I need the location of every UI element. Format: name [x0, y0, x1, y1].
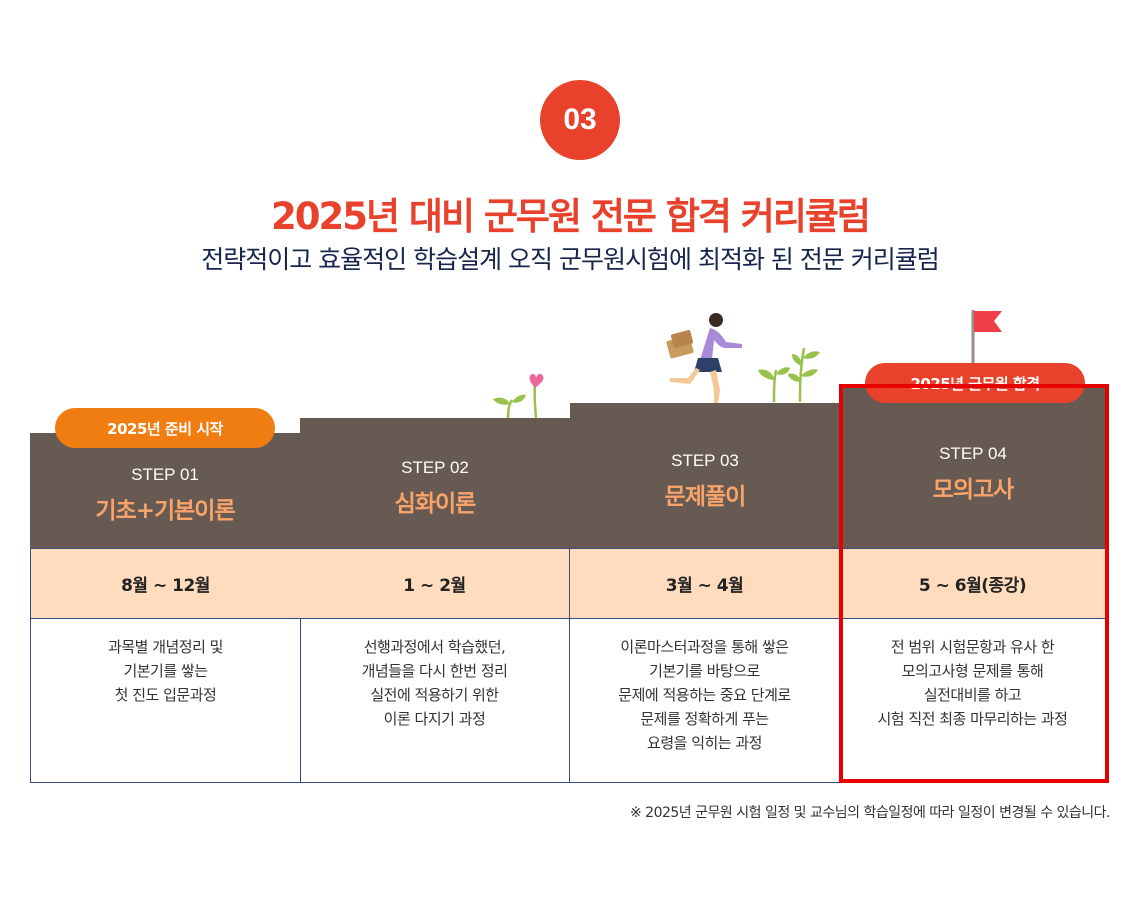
step-03-header: STEP 03 문제풀이 [570, 403, 840, 549]
desc-line: 문제에 적용하는 중요 단계로 [618, 686, 791, 704]
running-student-icon [666, 313, 742, 404]
heart-sprout-icon [493, 373, 544, 419]
step-01-description: 과목별 개념정리 및 기본기를 쌓는 첫 진도 입문과정 [31, 635, 300, 707]
pass-pill: 2025년 군무원 합격 [865, 363, 1085, 403]
step-01-name: 기초+기본이론 [95, 498, 235, 524]
flag-icon [971, 310, 1002, 366]
desc-line: 요령을 익히는 과정 [647, 734, 762, 752]
step-02-header: STEP 02 심화이론 [300, 418, 570, 549]
step-01-period: 8월 ~ 12월 [31, 549, 300, 619]
step-04-column: 5 ~ 6월(종강) 전 범위 시험문항과 유사 한 모의고사형 문제를 통해 … [840, 549, 1105, 782]
curriculum-table: 8월 ~ 12월 과목별 개념정리 및 기본기를 쌓는 첫 진도 입문과정 1 … [30, 548, 1106, 783]
section-number-badge: 03 [540, 80, 620, 160]
desc-line: 모의고사형 문제를 통해 [901, 662, 1044, 680]
step-02-description: 선행과정에서 학습했던, 개념들을 다시 한번 정리 실전에 적용하기 위한 이… [300, 635, 569, 731]
step-03-period: 3월 ~ 4월 [570, 549, 839, 619]
step-03-description: 이론마스터과정을 통해 쌓은 기본기를 바탕으로 문제에 적용하는 중요 단계로… [570, 635, 839, 755]
desc-line: 선행과정에서 학습했던, [363, 638, 506, 656]
step-03-column: 3월 ~ 4월 이론마스터과정을 통해 쌓은 기본기를 바탕으로 문제에 적용하… [570, 549, 840, 782]
desc-line: 시험 직전 최종 마무리하는 과정 [877, 710, 1068, 728]
desc-line: 기본기를 바탕으로 [649, 662, 760, 680]
desc-line: 이론마스터과정을 통해 쌓은 [620, 638, 789, 656]
desc-line: 전 범위 시험문항과 유사 한 [890, 638, 1055, 656]
step-01-header: STEP 01 기초+기본이론 [30, 433, 300, 549]
step-03-name: 문제풀이 [664, 484, 747, 510]
step-02-column: 1 ~ 2월 선행과정에서 학습했던, 개념들을 다시 한번 정리 실전에 적용… [300, 549, 570, 782]
desc-line: 이론 다지기 과정 [383, 710, 486, 728]
plant-icon [758, 347, 820, 403]
desc-line: 과목별 개념정리 및 [108, 638, 223, 656]
step-04-description: 전 범위 시험문항과 유사 한 모의고사형 문제를 통해 실전대비를 하고 시험… [840, 635, 1105, 731]
step-04-label: STEP 04 [939, 444, 1007, 463]
step-04-header: STEP 04 모의고사 [840, 388, 1106, 549]
page-subtitle: 전략적이고 효율적인 학습설계 오직 군무원시험에 최적화 된 전문 커리큘럼 [201, 245, 940, 274]
step-03-label: STEP 03 [671, 451, 739, 470]
start-pill: 2025년 준비 시작 [55, 408, 275, 448]
step-01-label: STEP 01 [131, 465, 199, 484]
desc-line: 실전대비를 하고 [923, 686, 1022, 704]
step-02-label: STEP 02 [401, 458, 469, 477]
page-title: 2025년 대비 군무원 전문 합격 커리큘럼 [271, 195, 871, 238]
desc-line: 기본기를 쌓는 [123, 662, 208, 680]
desc-line: 실전에 적용하기 위한 [370, 686, 499, 704]
step-04-name: 모의고사 [932, 477, 1015, 503]
desc-line: 문제를 정확하게 푸는 [640, 710, 769, 728]
step-04-period: 5 ~ 6월(종강) [840, 549, 1105, 619]
desc-line: 첫 진도 입문과정 [114, 686, 217, 704]
step-02-name: 심화이론 [394, 491, 477, 517]
step-01-column: 8월 ~ 12월 과목별 개념정리 및 기본기를 쌓는 첫 진도 입문과정 [31, 549, 301, 782]
schedule-footnote: ※ 2025년 군무원 시험 일정 및 교수님의 학습일정에 따라 일정이 변경… [630, 805, 1111, 821]
desc-line: 개념들을 다시 한번 정리 [361, 662, 508, 680]
step-02-period: 1 ~ 2월 [300, 549, 569, 619]
